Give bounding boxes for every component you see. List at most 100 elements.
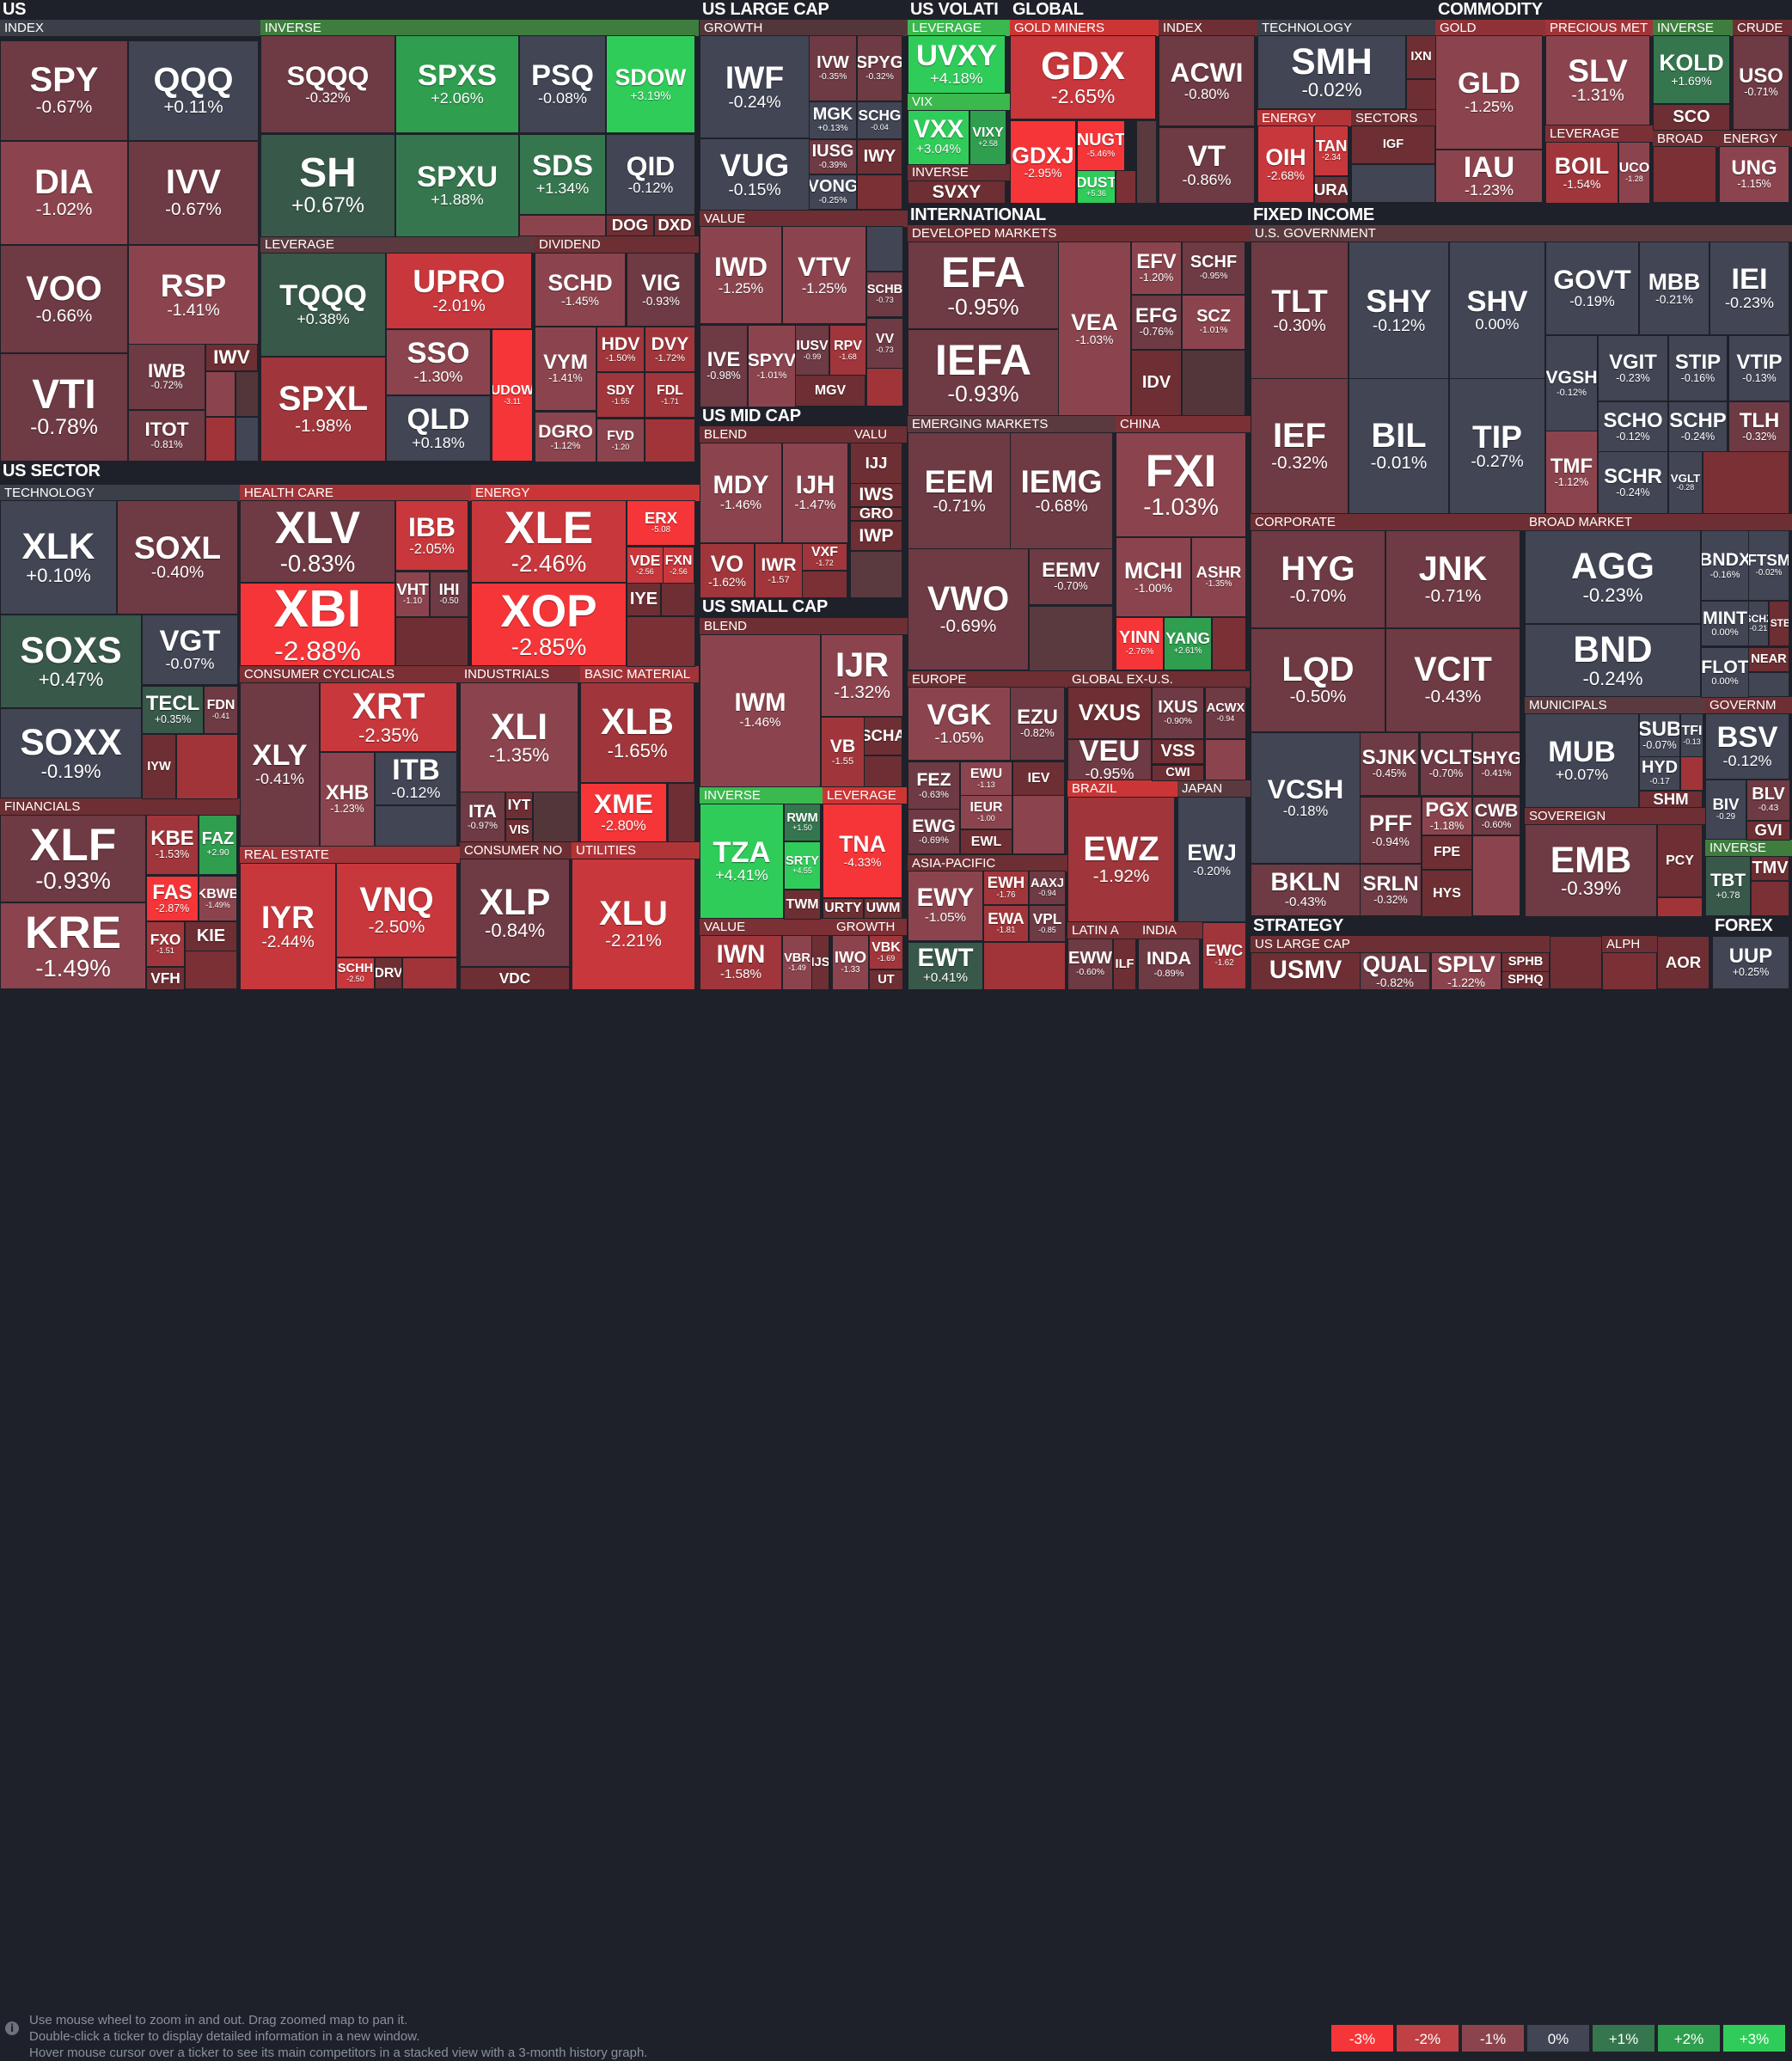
ticker-mchi[interactable]: MCHI -1.00% — [1116, 537, 1191, 617]
ticker-xbi[interactable]: XBI -2.88% — [240, 583, 395, 666]
ticker-sco[interactable]: SCO — [1653, 104, 1730, 131]
ticker-ixus[interactable]: IXUS -0.90% — [1152, 687, 1204, 739]
ticker-dog[interactable]: DOG — [606, 215, 654, 236]
ticker-ijj[interactable]: IJJ — [850, 443, 902, 484]
ticker-rsp[interactable]: RSP -1.41% — [128, 245, 259, 345]
ticker-tile-small[interactable] — [1472, 835, 1520, 916]
ticker-xle[interactable]: XLE -2.46% — [471, 500, 627, 583]
ticker-uso[interactable]: USO -0.71% — [1733, 35, 1789, 130]
ticker-uwm[interactable]: UWM — [864, 898, 902, 919]
ticker-vgk[interactable]: VGK -1.05% — [908, 687, 1011, 761]
ticker-vde[interactable]: VDE -2.56 — [627, 547, 664, 584]
ticker-iyr[interactable]: IYR -2.44% — [240, 863, 336, 990]
ticker-hdv[interactable]: HDV -1.50% — [596, 327, 645, 372]
ticker-efg[interactable]: EFG -0.76% — [1131, 295, 1182, 350]
ticker-ewu[interactable]: EWU -1.13 — [960, 761, 1012, 796]
ticker-tile-small[interactable] — [627, 616, 695, 667]
ticker-smh[interactable]: SMH -0.02% — [1257, 35, 1406, 109]
ticker-sub[interactable]: SUB -0.07% — [1639, 713, 1680, 757]
ticker-tile-small[interactable] — [1212, 617, 1246, 670]
ticker-jnk[interactable]: JNK -0.71% — [1385, 530, 1520, 628]
ticker-blv[interactable]: BLV -0.43 — [1746, 780, 1790, 821]
ticker-ashr[interactable]: ASHR -1.35% — [1191, 537, 1246, 617]
ticker-vcit[interactable]: VCIT -0.43% — [1385, 628, 1520, 732]
ticker-tile-small[interactable] — [866, 368, 903, 407]
ticker-uvxy[interactable]: UVXY +4.18% — [908, 35, 1006, 94]
ticker-xli[interactable]: XLI -1.35% — [460, 682, 578, 792]
ticker-vgit[interactable]: VGIT -0.23% — [1598, 335, 1668, 401]
ticker-ibb[interactable]: IBB -2.05% — [395, 500, 468, 571]
ticker-kre[interactable]: KRE -1.49% — [0, 902, 146, 989]
ticker-dia[interactable]: DIA -1.02% — [0, 141, 128, 245]
ticker-iev[interactable]: IEV — [1012, 761, 1065, 796]
ticker-vbk[interactable]: VBK -1.69 — [869, 935, 903, 969]
ticker-sphb[interactable]: SPHB — [1501, 952, 1550, 972]
ticker-vong[interactable]: VONG -0.25% — [809, 174, 857, 210]
ticker-fdl[interactable]: FDL -1.71 — [645, 372, 695, 418]
ticker-faz[interactable]: FAZ +2.90 — [199, 815, 237, 875]
ticker-cwb[interactable]: CWB -0.60% — [1472, 797, 1520, 835]
ticker-uco[interactable]: UCO -1.28 — [1618, 142, 1650, 204]
ticker-yang[interactable]: YANG +2.61% — [1164, 617, 1212, 670]
ticker-schb[interactable]: SCHB -0.73 — [866, 272, 903, 317]
ticker-tile-small[interactable] — [668, 783, 695, 842]
ticker-tile-small[interactable] — [1653, 146, 1716, 203]
ticker-ijs[interactable]: IJS — [811, 935, 829, 990]
ticker-voo[interactable]: VOO -0.66% — [0, 245, 128, 353]
ticker-xly[interactable]: XLY -0.41% — [240, 682, 320, 847]
ticker-emb[interactable]: EMB -0.39% — [1525, 824, 1657, 917]
ticker-tfi[interactable]: TFI -0.13 — [1680, 713, 1703, 757]
ticker-fvd[interactable]: FVD -1.20 — [596, 419, 645, 462]
ticker-schf[interactable]: SCHF -0.95% — [1182, 242, 1245, 295]
ticker-tile-small[interactable] — [1602, 952, 1657, 990]
ticker-mgv[interactable]: MGV — [795, 375, 865, 407]
ticker-schp[interactable]: SCHP -0.24% — [1668, 401, 1728, 452]
ticker-ewg[interactable]: EWG -0.69% — [908, 809, 960, 854]
ticker-tile-small[interactable] — [1751, 881, 1789, 916]
ticker-ewa[interactable]: EWA -1.81 — [983, 905, 1029, 942]
ticker-fez[interactable]: FEZ -0.63% — [908, 761, 960, 810]
ticker-iwm[interactable]: IWM -1.46% — [700, 634, 821, 787]
ticker-schd[interactable]: SCHD -1.45% — [535, 253, 626, 327]
ticker-vfh[interactable]: VFH — [146, 967, 185, 990]
ticker-tile-small[interactable] — [1116, 170, 1136, 204]
ticker-vxus[interactable]: VXUS — [1067, 687, 1152, 739]
ticker-acwi[interactable]: ACWI -0.80% — [1159, 35, 1255, 126]
ticker-scho[interactable]: SCHO -0.12% — [1598, 401, 1668, 452]
ticker-bsv[interactable]: BSV -0.12% — [1705, 713, 1789, 780]
ticker-sdow[interactable]: SDOW +3.19% — [606, 35, 695, 133]
ticker-ive[interactable]: IVE -0.98% — [700, 325, 748, 407]
ticker-hyd[interactable]: HYD -0.17 — [1639, 756, 1680, 791]
ticker-tile-small[interactable] — [864, 755, 902, 787]
ticker-usmv[interactable]: USMV — [1251, 952, 1361, 990]
ticker-ilf[interactable]: ILF — [1113, 939, 1136, 990]
ticker-erx[interactable]: ERX -5.08 — [627, 500, 695, 546]
ticker-iau[interactable]: IAU -1.23% — [1435, 150, 1543, 203]
ticker-vcsh[interactable]: VCSH -0.18% — [1251, 732, 1361, 864]
ticker-gvi[interactable]: GVI — [1746, 821, 1790, 841]
ticker-mub[interactable]: MUB +0.07% — [1525, 713, 1639, 808]
ticker-mdy[interactable]: MDY -1.46% — [700, 443, 782, 543]
ticker-rwm[interactable]: RWM +1.50 — [784, 804, 821, 841]
ticker-ewt[interactable]: EWT +0.41% — [908, 942, 983, 990]
ticker-tbt[interactable]: TBT +0.78 — [1705, 856, 1751, 916]
ticker-boil[interactable]: BOIL -1.54% — [1545, 142, 1618, 204]
ticker-vxf[interactable]: VXF -1.72 — [802, 543, 847, 571]
ticker-tile-small[interactable] — [205, 371, 235, 417]
ticker-tza[interactable]: TZA +4.41% — [700, 804, 784, 919]
ticker-hys[interactable]: HYS — [1422, 870, 1472, 917]
ticker-sqqq[interactable]: SQQQ -0.32% — [260, 35, 395, 133]
ticker-spxl[interactable]: SPXL -1.98% — [260, 357, 386, 462]
ticker-dxd[interactable]: DXD — [654, 215, 695, 236]
ticker-istb[interactable]: ISTB — [1769, 601, 1789, 646]
ticker-ewl[interactable]: EWL — [960, 829, 1012, 854]
ticker-xlf[interactable]: XLF -0.93% — [0, 815, 146, 902]
ticker-rpv[interactable]: RPV -1.68 — [829, 325, 866, 376]
ticker-kold[interactable]: KOLD +1.69% — [1653, 35, 1730, 104]
ticker-pff[interactable]: PFF -0.94% — [1360, 797, 1422, 864]
ticker-qid[interactable]: QID -0.12% — [606, 134, 695, 215]
ticker-tecl[interactable]: TECL +0.35% — [142, 686, 204, 734]
ticker-tile-small[interactable] — [1205, 739, 1246, 780]
ticker-oih[interactable]: OIH -2.68% — [1257, 125, 1314, 203]
ticker-fxo[interactable]: FXO -1.51 — [146, 921, 185, 967]
